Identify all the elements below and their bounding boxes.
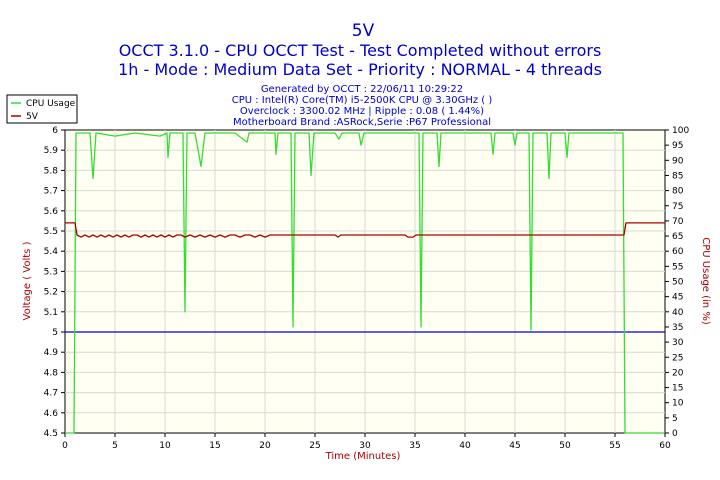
x-tick-label: 55: [609, 441, 620, 451]
y-tick-label-left: 5.4: [44, 247, 59, 257]
info-cpu: CPU : Intel(R) Core(TM) i5-2500K CPU @ 3…: [232, 95, 493, 106]
legend-label-cpu-usage: CPU Usage: [26, 99, 76, 109]
y-tick-label-right: 35: [672, 323, 683, 333]
y-tick-label-right: 45: [672, 293, 683, 303]
x-tick-label: 45: [509, 441, 520, 451]
info-generated: Generated by OCCT : 22/06/11 10:29:22: [261, 84, 463, 95]
y-tick-label-left: 5.6: [44, 207, 59, 217]
y-tick-label-left: 4.8: [44, 368, 59, 378]
legend-box: [6, 94, 78, 124]
y-tick-label-left: 6: [52, 126, 58, 136]
y-tick-label-right: 60: [672, 247, 684, 257]
y-tick-label-left: 5.5: [44, 227, 58, 237]
grid: [65, 130, 665, 433]
series-line-5v: [65, 222, 665, 238]
x-tick-label: 40: [459, 441, 471, 451]
y-tick-label-left: 5: [52, 328, 58, 338]
x-axis-label: Time (Minutes): [325, 451, 401, 462]
chart-subtitle-line-1: OCCT 3.1.0 - CPU OCCT Test - Test Comple…: [119, 41, 602, 60]
y-tick-label-right: 95: [672, 141, 683, 151]
info-overclock: Overclock : 3300.02 MHz | Ripple : 0.08 …: [240, 106, 484, 117]
y-tick-label-right: 20: [672, 368, 684, 378]
y-axis-label-right: CPU Usage (in %): [700, 237, 711, 325]
x-tick-label: 35: [409, 441, 420, 451]
y-tick-label-right: 70: [672, 217, 684, 227]
y-tick-label-right: 50: [672, 278, 684, 288]
series-group: [65, 132, 665, 434]
y-tick-label-left: 4.7: [44, 389, 58, 399]
y-tick-label-right: 100: [672, 126, 689, 136]
y-tick-label-right: 80: [672, 187, 684, 197]
y-tick-label-right: 10: [672, 399, 684, 409]
y-tick-label-left: 5.3: [44, 267, 58, 277]
y-tick-label-left: 4.5: [44, 429, 58, 439]
y-tick-label-right: 55: [672, 262, 683, 272]
y-tick-label-left: 4.9: [44, 348, 59, 358]
x-tick-label: 20: [259, 441, 271, 451]
chart-subtitle-line-2: 1h - Mode : Medium Data Set - Priority :…: [118, 60, 602, 79]
y-tick-label-left: 5.7: [44, 187, 58, 197]
y-tick-label-left: 5.1: [44, 308, 58, 318]
y-axis-label-left: Voltage ( Volts ): [22, 241, 33, 320]
y-tick-label-right: 30: [672, 338, 684, 348]
y-tick-label-left: 5.2: [44, 288, 58, 298]
y-tick-label-right: 25: [672, 353, 683, 363]
x-tick-label: 60: [659, 441, 671, 451]
y-tick-label-right: 40: [672, 308, 684, 318]
legend-label-5v: 5V: [26, 112, 39, 122]
series-line-cpu-usage: [65, 132, 665, 434]
chart-title: 5V: [352, 21, 375, 41]
legend: CPU Usage 5V: [6, 94, 78, 124]
y-tick-label-right: 85: [672, 171, 683, 181]
y-tick-label-left: 5.9: [44, 146, 59, 156]
info-motherboard: Motherboard Brand :ASRock,Serie :P67 Pro…: [233, 117, 491, 128]
y-tick-label-right: 15: [672, 384, 683, 394]
x-tick-label: 30: [359, 441, 371, 451]
y-tick-label-right: 75: [672, 202, 683, 212]
y-tick-label-right: 0: [672, 429, 678, 439]
x-tick-label: 50: [559, 441, 571, 451]
x-tick-label: 10: [159, 441, 171, 451]
x-tick-label: 15: [209, 441, 220, 451]
y-tick-label-left: 4.6: [44, 409, 59, 419]
x-ticks: 0 5 10 15 20 25 30 35 40 45 50 55 60: [62, 433, 671, 451]
y-ticks-right: 0 5 10 15 20 25 30 35 40 45 50 55 60 65 70 75 80 85 90 95 10…: [665, 126, 689, 439]
y-tick-label-left: 5.8: [44, 166, 59, 176]
x-tick-label: 25: [309, 441, 320, 451]
x-tick-label: 5: [112, 441, 118, 451]
x-tick-label: 0: [62, 441, 68, 451]
y-ticks-left: 4.5 4.6 4.7 4.8 4.9 5 5.1 5.2 5.3 5.4 5.5 5.6 5.7 5.8…: [44, 126, 65, 439]
y-tick-label-right: 65: [672, 232, 683, 242]
y-tick-label-right: 5: [672, 414, 678, 424]
y-tick-label-right: 90: [672, 156, 684, 166]
